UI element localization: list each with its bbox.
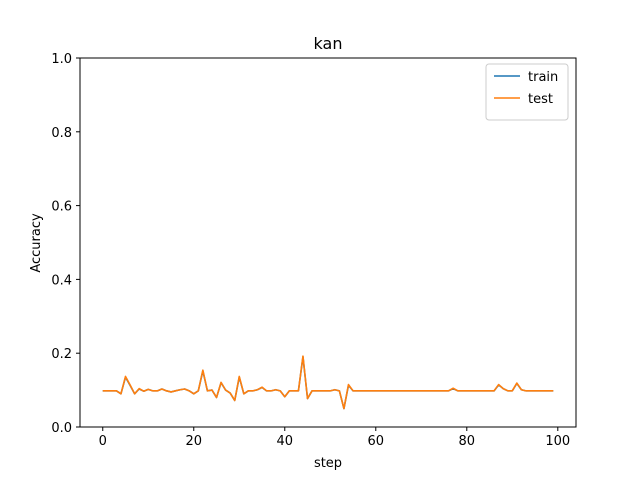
chart-title: kan	[314, 34, 343, 53]
y-tick-label: 1.0	[51, 52, 72, 67]
series-line-test	[102, 355, 554, 410]
x-tick-label: 20	[185, 434, 202, 449]
legend-label-train: train	[528, 70, 558, 85]
y-tick-label: 0.6	[51, 200, 72, 215]
plot-area	[102, 355, 554, 410]
legend-label-test: test	[528, 92, 553, 107]
axes-frame	[79, 57, 577, 428]
y-tick-label: 0.0	[51, 421, 72, 436]
x-tick-label: 40	[276, 434, 293, 449]
x-axis-ticks: 0 20 40 60 80 100	[99, 427, 570, 449]
y-tick-label: 0.8	[51, 126, 72, 141]
x-tick-label: 0	[99, 434, 107, 449]
y-tick-label: 0.4	[51, 273, 72, 288]
legend: train test	[485, 63, 569, 121]
x-tick-label: 100	[545, 434, 570, 449]
y-axis-label: Accuracy	[29, 213, 44, 273]
x-tick-label: 60	[368, 434, 385, 449]
y-tick-label: 0.2	[51, 347, 72, 362]
x-axis-label: step	[314, 456, 342, 471]
legend-box	[485, 63, 569, 121]
y-axis-ticks: 0.0 0.2 0.4 0.6 0.8 1.0	[51, 52, 80, 436]
x-tick-label: 80	[459, 434, 476, 449]
